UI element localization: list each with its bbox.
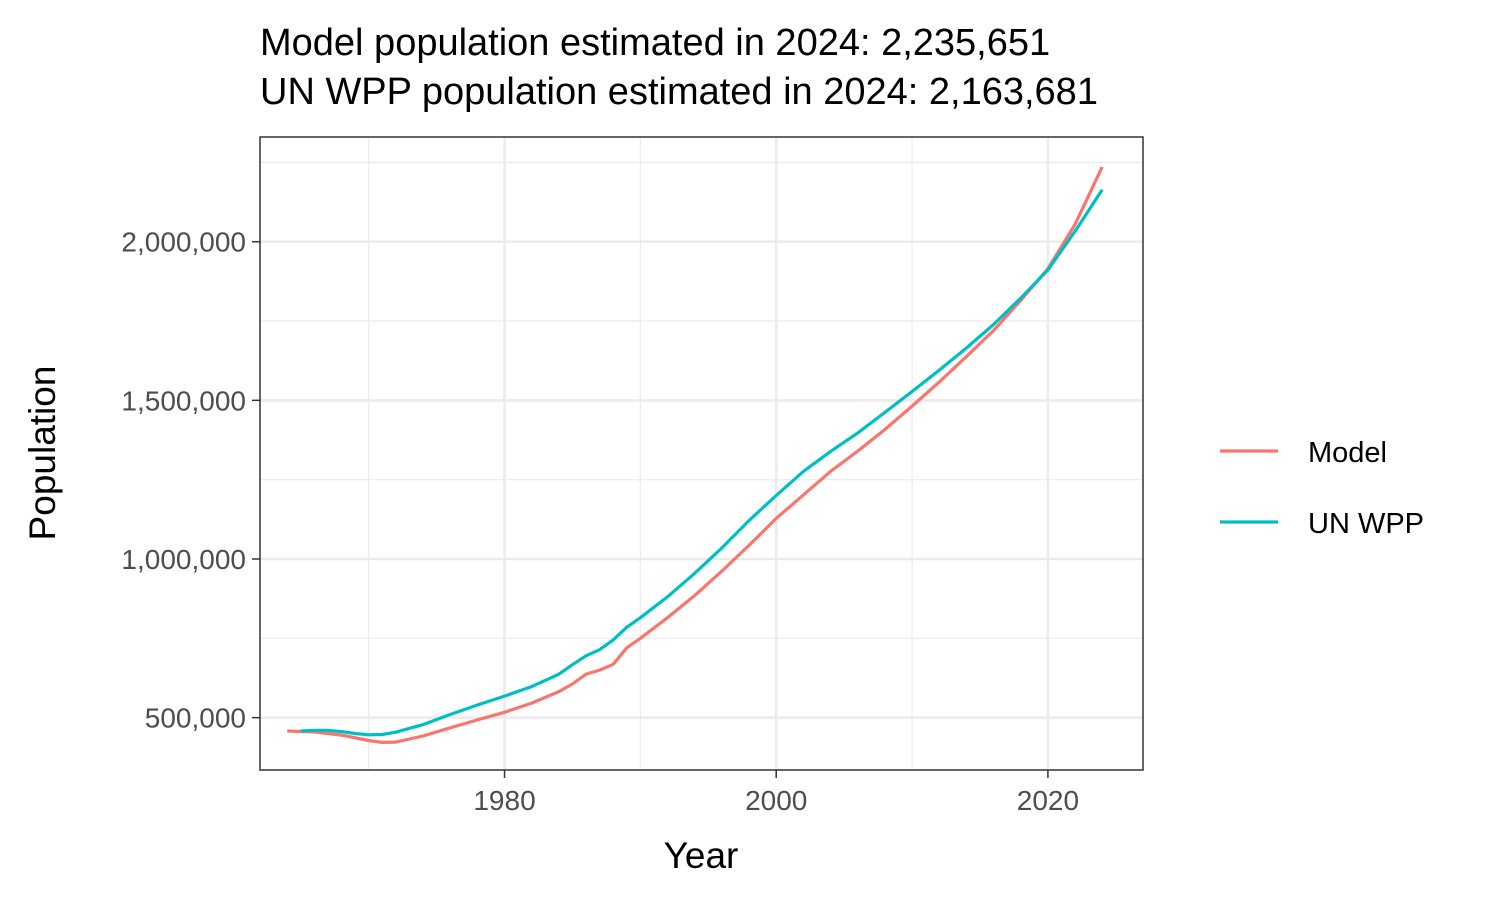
legend: Model UN WPP [1220,437,1424,540]
y-axis-title: Population [22,366,63,541]
x-axis-title: Year [664,835,739,876]
grid-minor [260,137,1143,770]
x-tick-label: 1980 [473,785,535,816]
grid-major [260,137,1143,770]
y-tick-label: 500,000 [145,703,246,734]
y-tick-label: 2,000,000 [121,227,246,258]
legend-label-un-wpp: UN WPP [1308,508,1424,540]
chart-title: Model population estimated in 2024: 2,23… [260,22,1050,64]
y-axis: 500,000 1,000,000 1,500,000 2,000,000 [121,227,260,734]
chart-subtitle: UN WPP population estimated in 2024: 2,1… [260,71,1098,113]
legend-label-model: Model [1308,437,1387,469]
x-tick-label: 2020 [1017,785,1079,816]
y-tick-label: 1,500,000 [121,385,246,416]
series-line-un-wpp [300,188,1104,737]
x-axis: 1980 2000 2020 [473,770,1079,816]
series-lines [287,166,1104,744]
plot-panel-border [259,136,1144,771]
x-tick-label: 2000 [745,785,807,816]
y-tick-label: 1,000,000 [121,544,246,575]
series-line-model [287,166,1104,744]
